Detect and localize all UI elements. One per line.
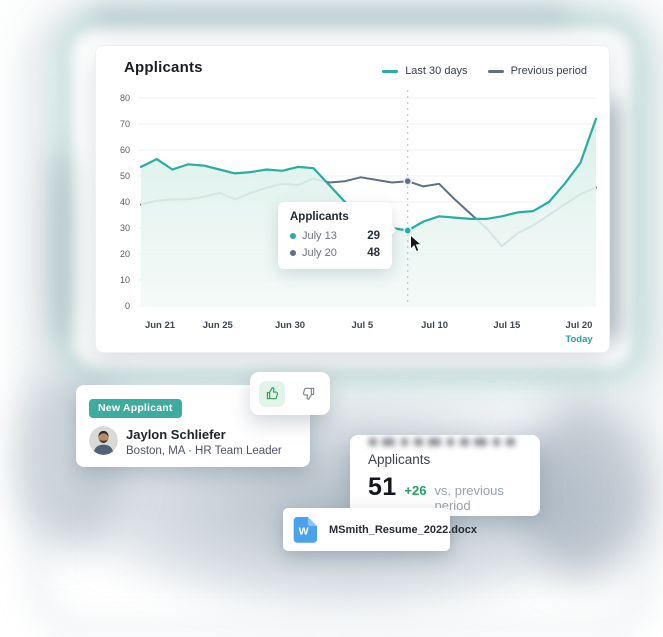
tooltip-row: July 13 29	[290, 230, 380, 242]
svg-text:10: 10	[120, 275, 130, 285]
tooltip-label: July 20	[302, 247, 337, 259]
tooltip-value: 29	[367, 230, 380, 242]
svg-text:Jun 21: Jun 21	[145, 320, 176, 331]
stat-title: Applicants	[368, 452, 431, 467]
background-blur-smudge	[50, 150, 72, 350]
svg-text:40: 40	[120, 197, 130, 207]
svg-text:20: 20	[120, 249, 130, 259]
series-dot-teal	[290, 233, 296, 239]
tooltip-title: Applicants	[290, 211, 349, 223]
thumbs-down-icon	[302, 387, 314, 400]
applicant-name: Jaylon Schliefer	[126, 427, 226, 442]
svg-text:Jul 20: Jul 20	[566, 320, 593, 331]
svg-text:70: 70	[120, 119, 130, 129]
svg-text:Jul 5: Jul 5	[351, 320, 373, 331]
blurred-ghost-text	[368, 438, 518, 446]
stat-value: 51	[368, 473, 397, 501]
svg-text:Today: Today	[565, 334, 593, 345]
avatar-photo	[89, 426, 118, 455]
background-blur-smudge	[90, 6, 570, 22]
chart-tooltip: Applicants July 13 29 July 20 48	[278, 202, 397, 269]
legend-label: Last 30 days	[405, 65, 468, 77]
applicants-chart-card: Applicants Last 30 days Previous period …	[95, 45, 610, 353]
word-document-icon: W	[293, 517, 318, 543]
svg-text:Jul 15: Jul 15	[493, 320, 521, 331]
svg-text:80: 80	[120, 93, 130, 103]
legend-previous-period[interactable]: Previous period	[487, 65, 587, 77]
new-applicant-badge: New Applicant	[89, 399, 182, 418]
tooltip-label: July 13	[302, 230, 337, 242]
avatar	[89, 426, 118, 455]
doc-icon-letter: W	[299, 525, 309, 537]
thumbs-up-button[interactable]	[259, 380, 285, 407]
thumbs-up-icon	[266, 387, 278, 400]
tooltip-value: 48	[367, 247, 380, 259]
legend-line-swatch-teal	[382, 69, 399, 73]
stat-row: 51 +26 vs. previous period	[368, 473, 540, 513]
series-dot-slate	[290, 250, 296, 256]
applicant-subtitle: Boston, MA · HR Team Leader	[126, 445, 282, 457]
svg-text:0: 0	[125, 301, 130, 311]
legend-last-30-days[interactable]: Last 30 days	[382, 65, 468, 77]
thumbs-down-button[interactable]	[295, 381, 321, 407]
svg-text:50: 50	[120, 171, 130, 181]
applicants-stat-card: Applicants 51 +26 vs. previous period	[350, 435, 540, 516]
svg-text:30: 30	[120, 223, 130, 233]
feedback-card	[250, 372, 330, 415]
svg-text:60: 60	[120, 145, 130, 155]
chart-title: Applicants	[124, 59, 203, 76]
legend-line-swatch-slate	[487, 69, 504, 73]
file-name: MSmith_Resume_2022.docx	[329, 523, 477, 536]
mouse-cursor-icon	[410, 234, 423, 253]
stat-delta: +26	[404, 483, 427, 498]
legend-label: Previous period	[510, 65, 587, 77]
stat-comparison: vs. previous period	[434, 483, 504, 513]
tooltip-row: July 20 48	[290, 247, 380, 259]
resume-file-card[interactable]: W MSmith_Resume_2022.docx	[283, 508, 477, 551]
svg-text:Jun 25: Jun 25	[203, 320, 234, 331]
svg-text:Jul 10: Jul 10	[421, 320, 448, 331]
svg-text:Jun 30: Jun 30	[275, 320, 305, 331]
chart-legend: Last 30 days Previous period	[382, 65, 587, 77]
